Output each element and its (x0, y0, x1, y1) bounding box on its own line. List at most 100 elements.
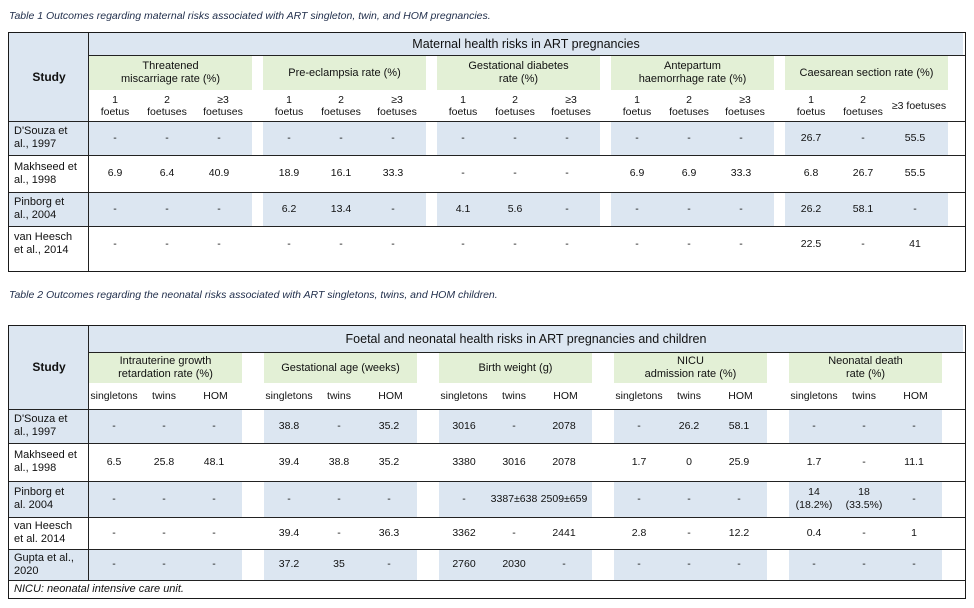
value-cell: - (862, 526, 866, 539)
value-cell: - (113, 202, 117, 215)
study-name-cell: Pinborg et al. 2004 (9, 481, 89, 517)
column-group-title: Antepartum haemorrhage rate (%) (611, 56, 774, 90)
grid-line (9, 192, 965, 193)
value-cell: - (165, 237, 169, 250)
study-name-cell: Gupta et al., 2020 (9, 549, 89, 580)
value-cell: 3387±638 (490, 492, 538, 505)
value-cell: 48.1 (203, 455, 225, 468)
value-cell: 39.4 (278, 526, 300, 539)
value-cell: - (337, 492, 341, 505)
value-cell: 6.9 (681, 167, 697, 179)
value-cell: 2078 (552, 419, 576, 432)
row-band (89, 193, 252, 226)
row-band (439, 410, 592, 443)
row-band (89, 550, 242, 580)
grid-line (9, 517, 965, 518)
table-banner-title: Maternal health risks in ART pregnancies (89, 33, 963, 55)
value-cell: - (112, 419, 116, 432)
value-cell: 3362 (452, 526, 476, 539)
value-cell: 41 (909, 237, 921, 250)
value-cell: 2078 (552, 455, 576, 468)
sub-column-header: ≥3 foetuses (725, 93, 765, 118)
value-cell: - (461, 237, 465, 250)
sub-column-header: singletons (790, 390, 838, 402)
value-cell: - (862, 558, 866, 570)
grid-line (9, 226, 965, 227)
value-cell: - (565, 131, 569, 144)
row-band (264, 410, 417, 443)
row-band (614, 550, 767, 580)
value-cell: 6.5 (106, 455, 122, 468)
value-cell: 26.2 (678, 419, 700, 432)
table2-caption: Table 2 Outcomes regarding the neonatal … (9, 289, 498, 301)
table1-caption: Table 1 Outcomes regarding maternal risk… (9, 10, 491, 22)
grid-line (9, 481, 965, 482)
value-cell: 3016 (502, 455, 526, 468)
value-cell: - (287, 237, 291, 250)
maternal-risks-table: Study Maternal health risks in ART pregna… (8, 32, 966, 272)
value-cell: 58.1 (852, 202, 874, 215)
sub-column-header: 1 foetus (796, 93, 826, 118)
value-cell: 26.7 (852, 167, 874, 179)
grid-line (9, 580, 965, 581)
sub-column-header: singletons (265, 390, 313, 402)
value-cell: 4.1 (455, 202, 471, 215)
value-cell: - (512, 419, 516, 432)
study-name-cell: Pinborg et al., 2004 (9, 192, 89, 226)
value-cell: 37.2 (278, 558, 300, 570)
value-cell: - (212, 419, 216, 432)
value-cell: - (637, 419, 641, 432)
value-cell: - (513, 131, 517, 144)
study-name-cell: van Heesch et al. 2014 (14, 520, 73, 545)
grid-line (9, 549, 965, 550)
value-cell: 26.7 (800, 131, 822, 144)
value-cell: - (287, 492, 291, 505)
row-band (614, 482, 767, 517)
value-cell: - (162, 558, 166, 570)
value-cell: 33.3 (730, 167, 752, 179)
value-cell: - (391, 131, 395, 144)
value-cell: 2760 (452, 558, 476, 570)
value-cell: - (391, 237, 395, 250)
value-cell: 1.7 (631, 455, 647, 468)
value-cell: 25.8 (153, 455, 175, 468)
row-band (89, 122, 252, 155)
value-cell: - (565, 202, 569, 215)
sub-column-header: twins (677, 390, 701, 402)
value-cell: - (162, 492, 166, 505)
row-band (437, 122, 600, 155)
value-cell: - (637, 492, 641, 505)
sub-column-header: HOM (728, 390, 753, 402)
value-cell: - (462, 492, 466, 505)
sub-column-header: singletons (90, 390, 138, 402)
row-band (89, 410, 242, 443)
value-cell: 26.2 (800, 202, 822, 215)
value-cell: 6.9 (107, 167, 123, 179)
value-cell: - (212, 492, 216, 505)
sub-column-header: 1 foetus (622, 93, 652, 118)
value-cell: - (162, 526, 166, 539)
table-banner-title: Foetal and neonatal health risks in ART … (89, 326, 963, 352)
study-name-cell: van Heesch et al., 2014 (14, 231, 73, 256)
sub-column-header: 1 foetus (448, 93, 478, 118)
grid-line (9, 121, 965, 122)
sub-column-header: 2 foetuses (321, 93, 361, 118)
value-cell: - (861, 131, 865, 144)
value-cell: - (387, 558, 391, 570)
value-cell: - (112, 526, 116, 539)
sub-column-header: ≥3 foetuses (377, 93, 417, 118)
value-cell: 11.1 (904, 455, 924, 468)
row-band (611, 193, 774, 226)
sub-column-header: ≥3 foetuses (551, 93, 591, 118)
value-cell: - (337, 419, 341, 432)
value-cell: - (513, 237, 517, 250)
value-cell: 5.6 (507, 202, 523, 215)
value-cell: - (212, 526, 216, 539)
value-cell: - (812, 419, 816, 432)
value-cell: - (212, 558, 216, 570)
value-cell: - (391, 202, 395, 215)
value-cell: 55.5 (904, 167, 926, 179)
value-cell: - (112, 492, 116, 505)
value-cell: 18 (33.5%) (845, 486, 883, 511)
grid-line (88, 326, 89, 580)
